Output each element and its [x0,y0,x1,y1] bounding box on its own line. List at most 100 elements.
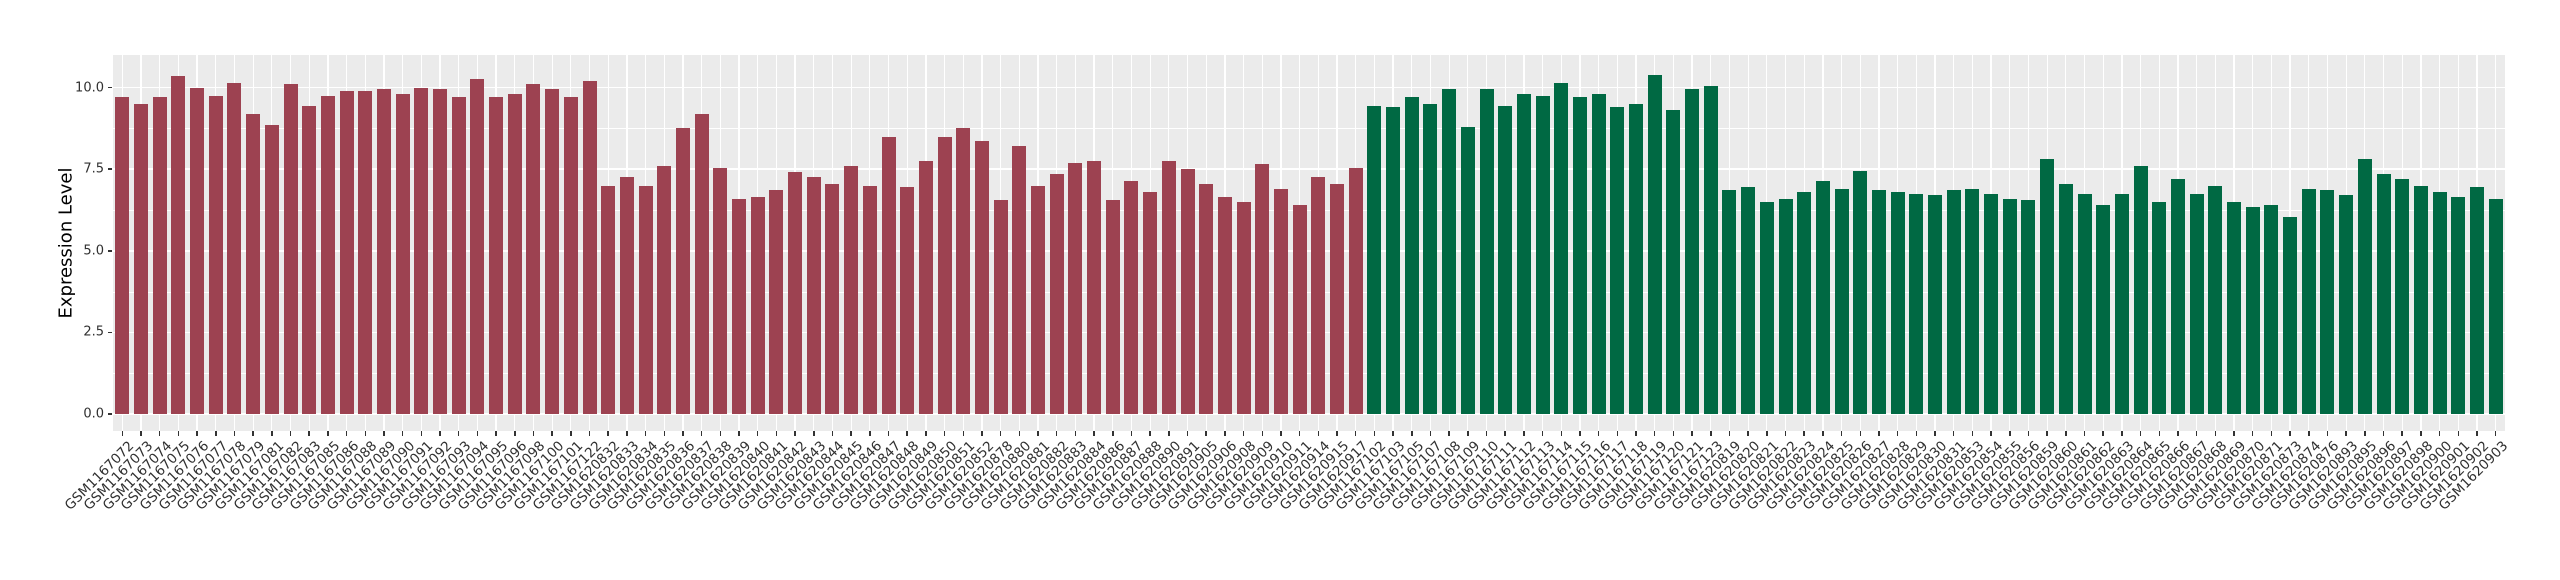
x-tick-mark [1728,431,1731,436]
x-tick-mark [1784,431,1787,436]
bar-GSM1167093 [451,97,466,414]
x-tick-mark [1224,431,1226,436]
bar-GSM1620819 [1722,190,1737,414]
bar-GSM1620873 [2283,216,2298,414]
x-tick-mark [570,431,572,436]
bar-GSM1620838 [713,167,728,414]
bar-GSM1620893 [2339,195,2354,414]
x-tick-mark [2476,431,2478,436]
bar-GSM1620849 [918,161,933,414]
bar-GSM1620906 [1217,196,1232,414]
y-tick-mark [108,250,112,252]
bar-GSM1167116 [1591,94,1606,414]
bar-GSM1620821 [1759,201,1774,414]
bar-GSM1620825 [1834,188,1849,414]
x-tick-mark [158,431,161,436]
bar-GSM1167096 [507,94,522,414]
bar-GSM1620856 [2021,200,2036,414]
x-tick-mark [308,431,310,436]
y-tick-label: 5.0 [83,243,104,259]
x-tick-mark [2382,431,2385,436]
bar-GSM1620874 [2301,188,2316,414]
y-axis-title: Expression Level [55,167,77,319]
bar-GSM1620876 [2320,190,2335,414]
x-tick-mark [1766,431,1768,436]
bar-GSM1620851 [956,128,971,414]
bar-GSM1167105 [1404,97,1419,414]
x-tick-mark [2270,431,2273,436]
x-tick-mark [1952,431,1955,436]
bar-GSM1167090 [395,94,410,414]
x-tick-mark [1093,431,1095,436]
x-tick-mark [439,431,441,436]
bar-GSM1620897 [2395,178,2410,414]
x-tick-mark [962,431,965,436]
x-tick-mark [1934,431,1936,436]
x-tick-mark [1280,431,1282,436]
bar-GSM1167086 [339,90,354,414]
x-tick-mark [981,431,983,436]
bar-GSM1167122 [582,81,597,414]
bar-GSM1167095 [489,97,504,414]
bar-GSM1620902 [2469,187,2484,414]
x-tick-mark [551,431,553,436]
y-tick-label: 7.5 [83,161,104,177]
x-tick-mark [2158,431,2161,436]
bar-GSM1620829 [1909,193,1924,414]
x-tick-mark [1691,431,1693,436]
bar-GSM1620870 [2245,206,2260,414]
bar-GSM1620824 [1815,180,1830,414]
bar-GSM1620911 [1292,205,1307,414]
bar-GSM1620836 [675,128,690,414]
x-tick-mark [756,431,759,436]
bar-GSM1620820 [1741,187,1756,414]
bar-GSM1620914 [1311,177,1326,414]
bar-GSM1167077 [208,95,223,414]
x-tick-mark [1392,431,1394,436]
bar-GSM1620898 [2413,185,2428,414]
x-tick-mark [2139,431,2142,436]
bar-GSM1620881 [1031,185,1046,414]
y-tick-mark [108,168,112,170]
bar-GSM1620839 [732,198,747,414]
bar-GSM1620868 [2208,185,2223,414]
y-major-gridline [113,168,2505,171]
x-tick-mark [1579,431,1581,436]
x-tick-mark [1504,431,1506,436]
x-tick-mark [999,431,1002,436]
bar-GSM1620844 [825,183,840,414]
x-tick-mark [1373,431,1376,436]
x-tick-mark [1018,431,1021,436]
bar-GSM1620826 [1853,170,1868,414]
x-tick-mark [1672,431,1675,436]
bar-GSM1167089 [376,89,391,414]
x-tick-mark [476,431,479,436]
bar-GSM1620831 [1946,190,1961,414]
bar-GSM1620835 [657,165,672,414]
bar-GSM1167072 [115,97,130,414]
x-tick-mark [1055,431,1058,436]
bar-GSM1620909 [1255,164,1270,414]
x-tick-mark [1354,431,1357,436]
x-tick-mark [1747,431,1749,436]
bar-GSM1167078 [227,82,242,414]
bar-GSM1167083 [302,105,317,414]
x-tick-mark [1168,431,1170,436]
bar-GSM1620842 [788,172,803,414]
x-tick-mark [252,431,254,436]
x-tick-mark [1616,431,1619,436]
y-tick-label: 2.5 [83,324,104,340]
bar-GSM1620910 [1273,188,1288,414]
x-tick-mark [1710,431,1712,436]
bar-GSM1620830 [1928,195,1943,414]
bar-GSM1620827 [1871,190,1886,414]
x-tick-mark [383,431,385,436]
x-tick-mark [588,431,591,436]
bar-GSM1167103 [1386,107,1401,414]
x-tick-mark [2177,431,2179,436]
bar-GSM1167073 [134,103,149,414]
bar-GSM1167110 [1479,89,1494,414]
bar-GSM1620878 [993,200,1008,414]
x-tick-mark [1990,431,1992,436]
bar-GSM1167120 [1666,110,1681,414]
